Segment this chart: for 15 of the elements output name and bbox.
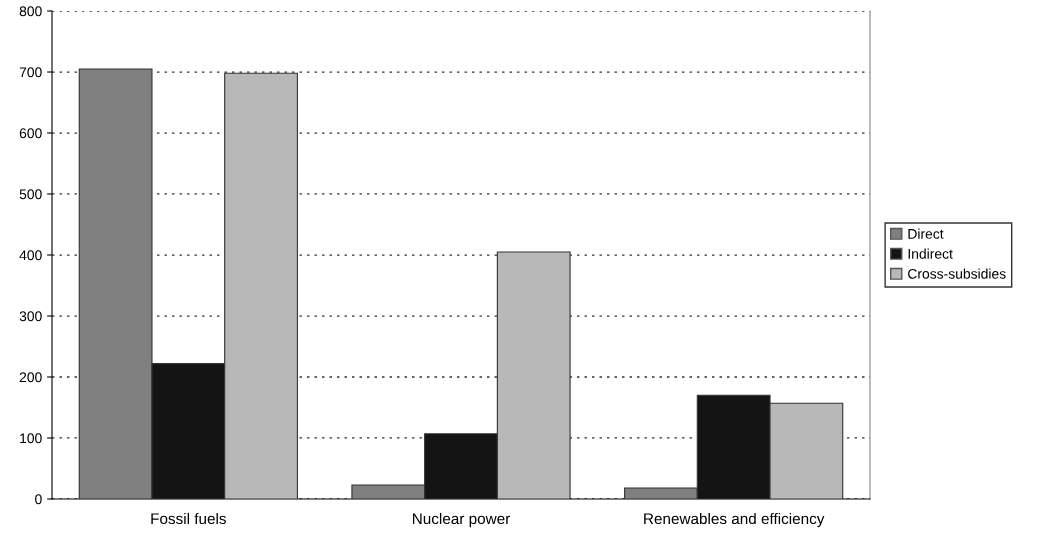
x-tick-label: Nuclear power xyxy=(413,512,510,528)
y-tick-label: 100 xyxy=(20,433,42,444)
legend-label: Cross-subsidies xyxy=(908,268,1006,279)
y-tick-label: 400 xyxy=(19,250,42,261)
y-tick-label: 800 xyxy=(19,6,42,17)
x-tick-label: Fossil fuels xyxy=(151,512,226,525)
y-tick-label: 200 xyxy=(19,372,42,383)
y-tick-label: 300 xyxy=(19,311,42,322)
y-tick-label: 700 xyxy=(19,67,42,78)
x-tick-label: Renewables and efficiency xyxy=(644,512,825,528)
legend-label: Indirect xyxy=(908,248,953,259)
y-tick-label: 500 xyxy=(19,189,42,200)
y-tick-label: 0 xyxy=(35,494,42,505)
legend-label: Direct xyxy=(908,228,944,239)
y-tick-label: 600 xyxy=(19,128,42,139)
